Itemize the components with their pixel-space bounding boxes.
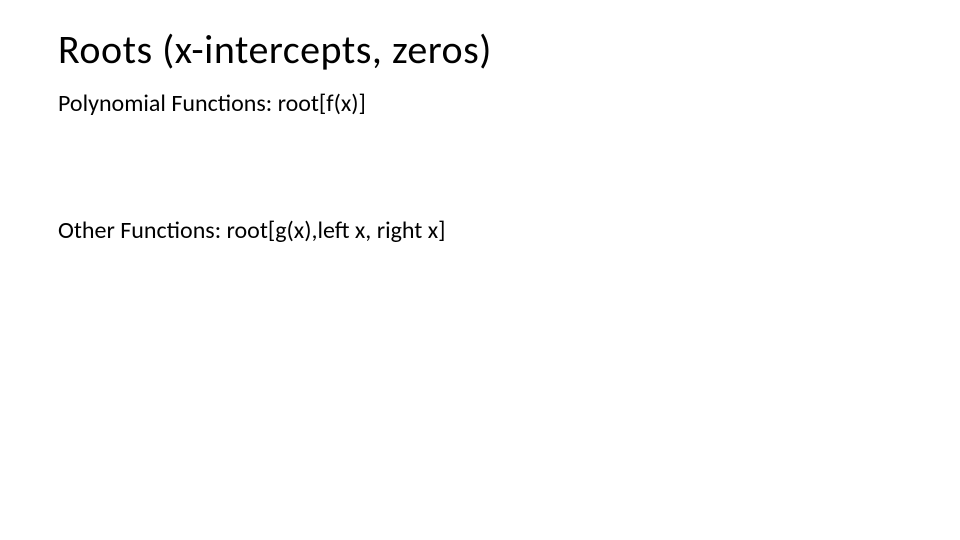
slide-title: Roots (x-intercepts, zeros)	[58, 28, 902, 72]
body-line-2: Other Functions: root[g(x),left x, right…	[58, 217, 902, 246]
body-line-1: Polynomial Functions: root[f(x)]	[58, 90, 902, 119]
slide-container: Roots (x-intercepts, zeros) Polynomial F…	[0, 0, 960, 246]
